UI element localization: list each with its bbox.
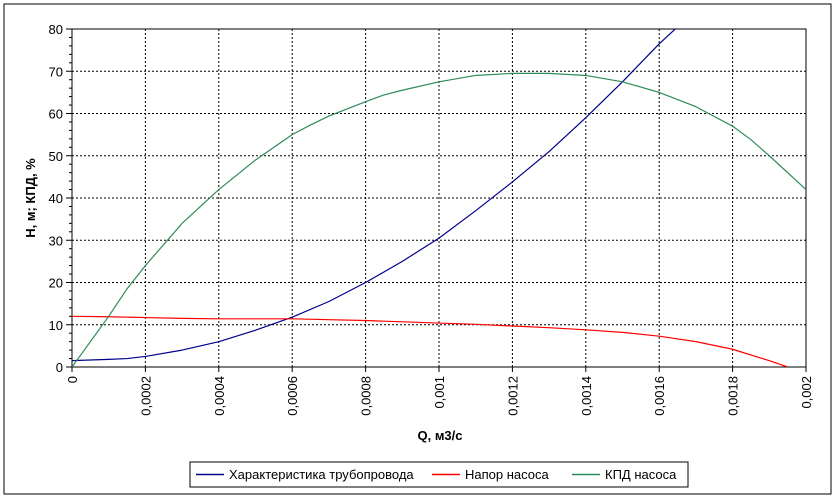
legend-label-2: КПД насоса: [605, 467, 677, 482]
series-layer: [72, 29, 806, 367]
y-tick-labels: 0 10 20 30 40 50 60 70 80: [49, 22, 63, 375]
x-tick-labels: 0 0,0002 0,0004 0,0006 0,0008 0,001 0,0012 0,00…: [65, 376, 814, 416]
x-tick-label: 0,0014: [579, 376, 594, 416]
series-line-0: [72, 29, 677, 362]
x-tick-label: 0,0016: [652, 376, 667, 416]
y-tick-label: 30: [49, 233, 63, 248]
x-tick-label: 0,001: [432, 376, 447, 409]
x-tick-label: 0,0012: [505, 376, 520, 416]
y-tick-label: 0: [56, 360, 63, 375]
x-tick-label: 0,0004: [212, 376, 227, 416]
series-line-2: [72, 72, 806, 367]
x-tick-label: 0: [65, 376, 80, 383]
x-tick-label: 0,002: [799, 376, 814, 409]
x-tick-label: 0,0018: [726, 376, 741, 416]
x-tick-label: 0,0006: [285, 376, 300, 416]
x-axis-title: Q, м3/с: [417, 428, 462, 443]
y-tick-label: 40: [49, 191, 63, 206]
y-tick-label: 10: [49, 318, 63, 333]
y-tick-label: 60: [49, 107, 63, 122]
grid: [72, 29, 806, 367]
y-tick-label: 50: [49, 149, 63, 164]
y-tick-label: 70: [49, 64, 63, 79]
x-tick-label: 0,0002: [138, 376, 153, 416]
y-tick-label: 20: [49, 276, 63, 291]
legend: Характеристика трубопровода Напор насоса К…: [189, 461, 689, 488]
y-tick-label: 80: [49, 22, 63, 37]
series-line-1: [72, 315, 788, 367]
y-minor-ticks: [66, 28, 807, 372]
legend-label-0: Характеристика трубопровода: [229, 467, 414, 482]
legend-label-1: Напор насоса: [465, 467, 550, 482]
y-axis-title: H, м; КПД, %: [23, 158, 38, 238]
x-tick-label: 0,0008: [359, 376, 374, 416]
